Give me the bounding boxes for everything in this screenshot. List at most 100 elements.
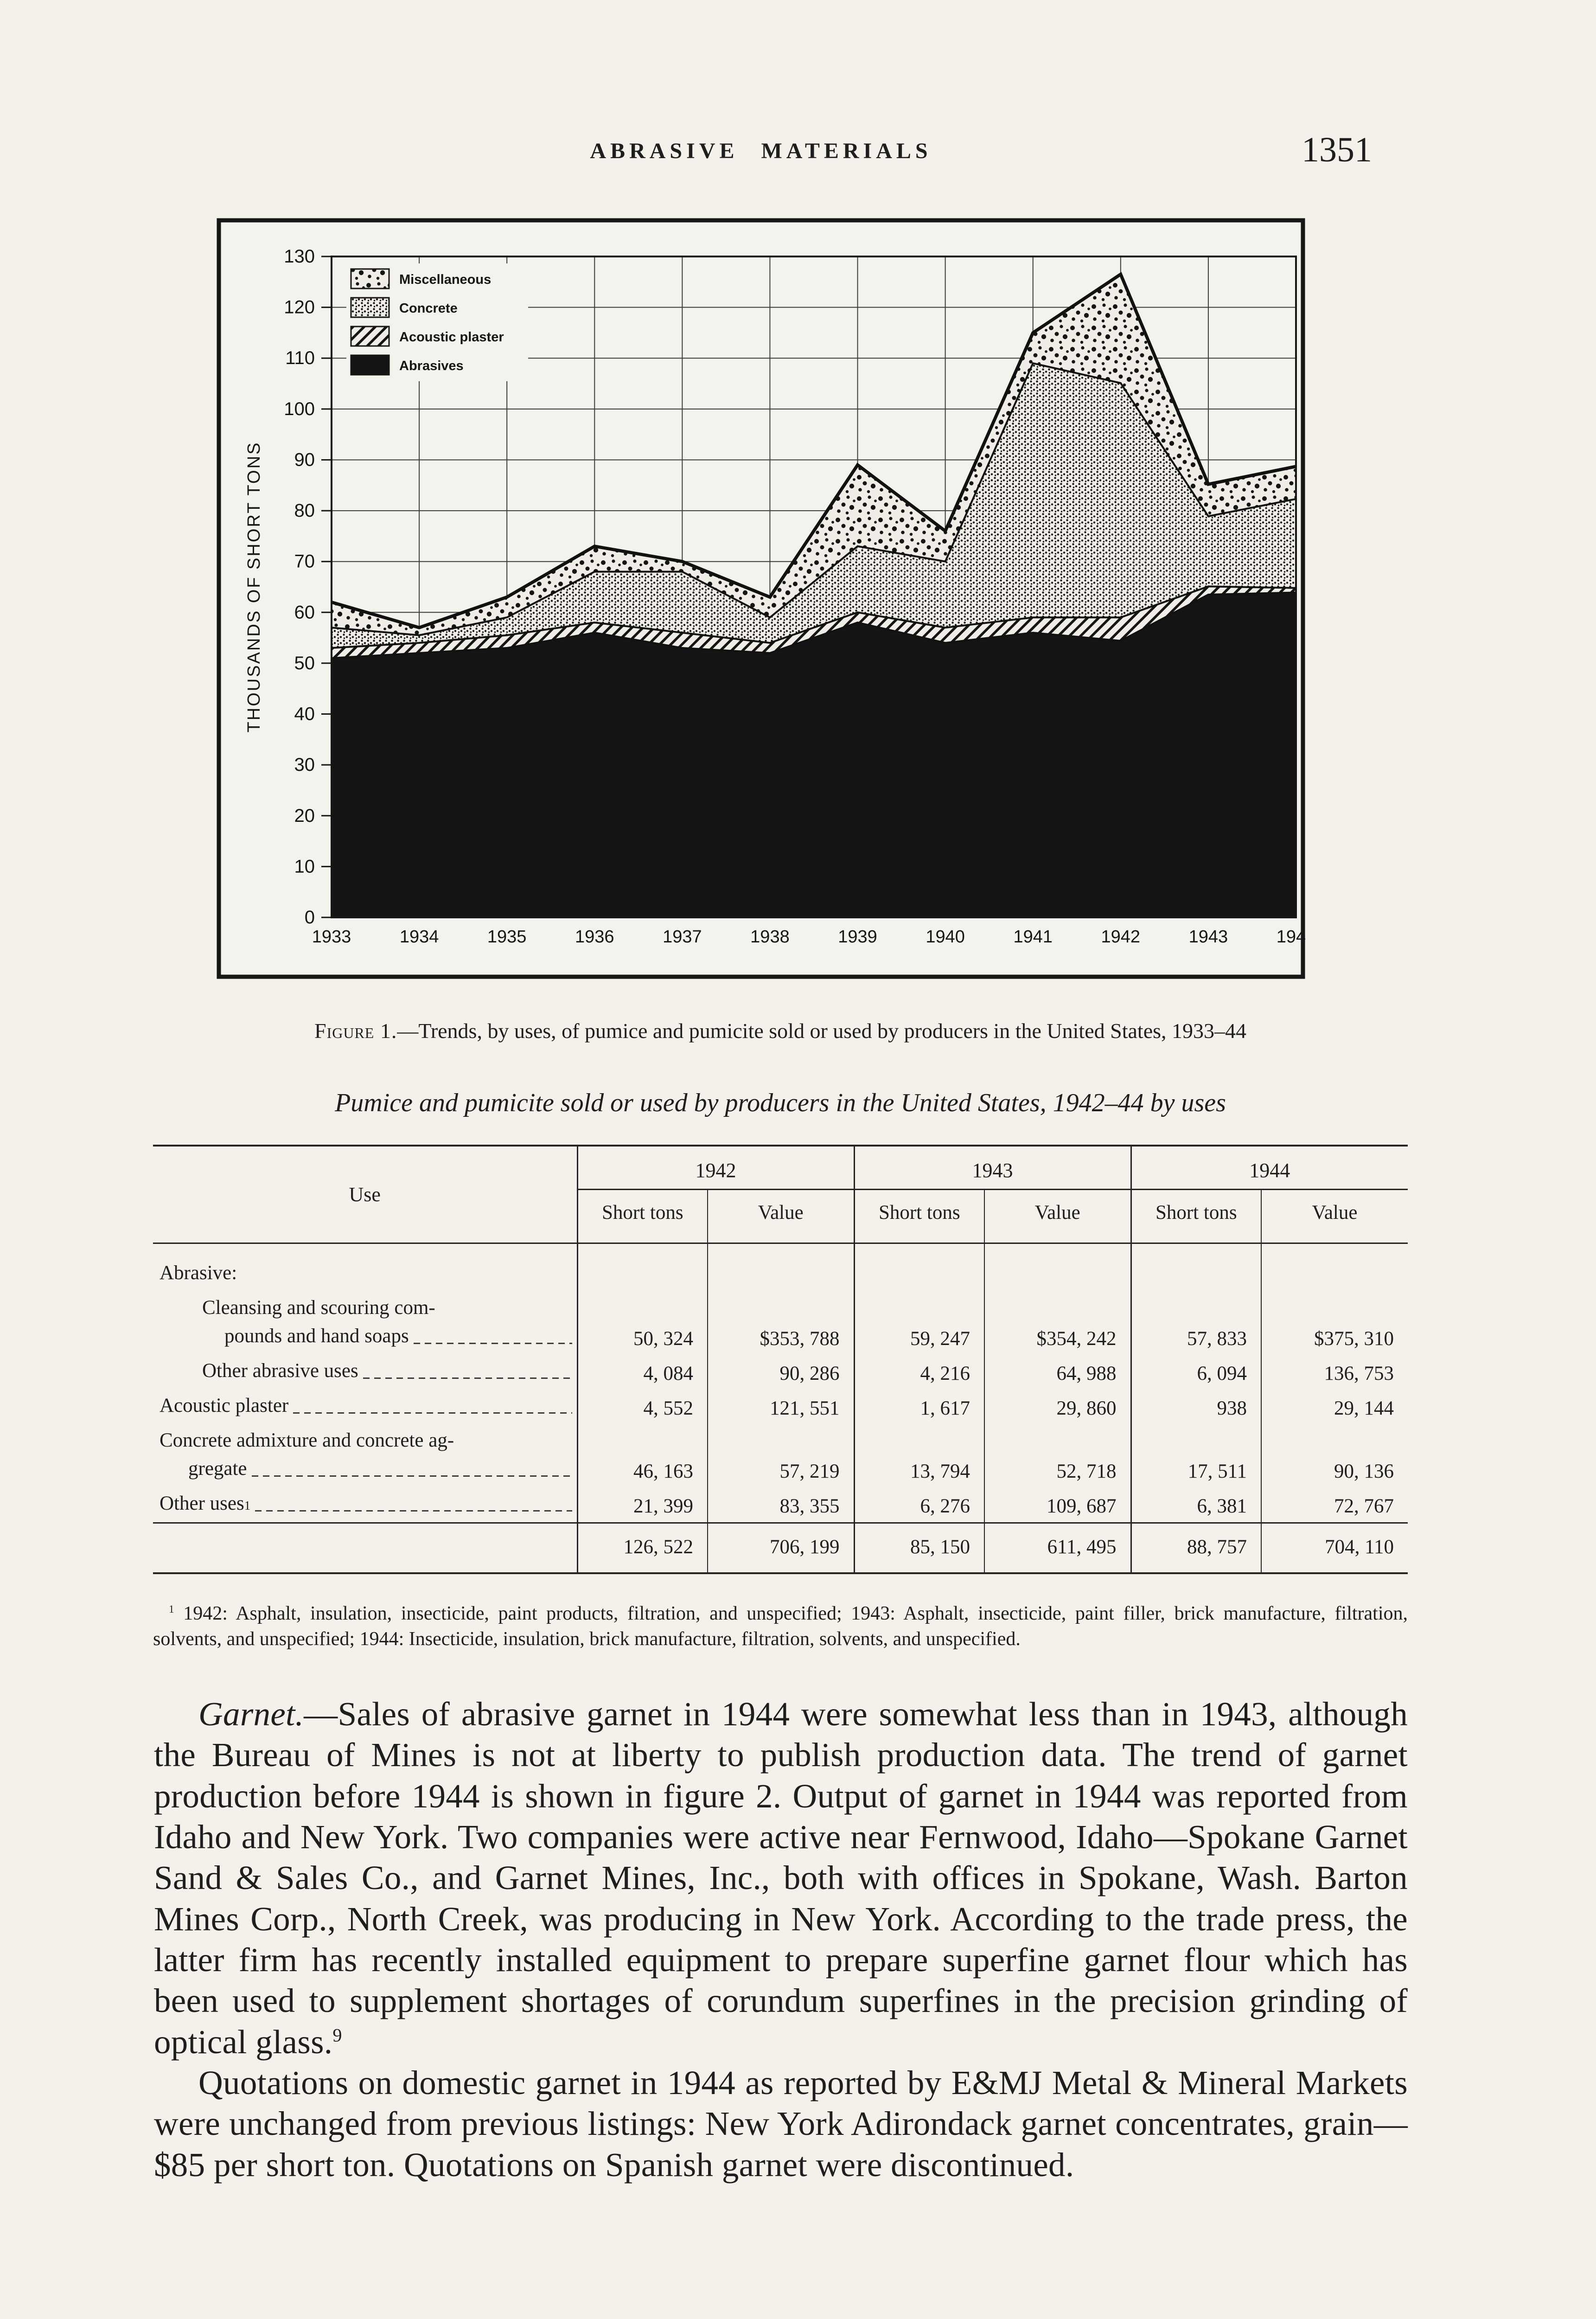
- svg-text:1937: 1937: [663, 927, 702, 947]
- leader-dots: [363, 1377, 572, 1379]
- row-label-text: Other abrasive uses: [202, 1359, 358, 1382]
- table-cell: 4, 552: [576, 1389, 708, 1424]
- svg-text:1933: 1933: [312, 927, 351, 947]
- svg-text:1938: 1938: [750, 927, 790, 947]
- row-label: Other uses 1: [153, 1487, 577, 1523]
- svg-text:30: 30: [294, 755, 315, 775]
- svg-text:130: 130: [284, 246, 315, 267]
- table-cell: 64, 988: [984, 1354, 1131, 1390]
- table-cell: 88, 757: [1130, 1522, 1261, 1574]
- figure-caption-lead: Figure 1.: [314, 1019, 397, 1043]
- table-title: Pumice and pumicite sold or used by prod…: [335, 1089, 1226, 1117]
- col-header-short-tons-1943: Short tons: [853, 1189, 984, 1244]
- table-cell: [984, 1243, 1131, 1292]
- col-header-use: Use: [153, 1146, 577, 1244]
- row-label-text: Abrasive:: [160, 1262, 237, 1284]
- table-cell: 85, 150: [853, 1522, 984, 1574]
- row-label: Other abrasive uses: [153, 1355, 577, 1390]
- table-cell: 50, 324: [576, 1291, 708, 1355]
- svg-text:1944: 1944: [1277, 927, 1306, 947]
- row-label: Abrasive:: [153, 1243, 577, 1292]
- svg-text:Miscellaneous: Miscellaneous: [399, 272, 491, 287]
- svg-text:100: 100: [284, 399, 315, 419]
- svg-text:1942: 1942: [1101, 927, 1141, 947]
- col-header-value-1944: Value: [1261, 1189, 1408, 1244]
- table-cell: 121, 551: [707, 1389, 854, 1424]
- table-cell: 4, 216: [853, 1354, 984, 1390]
- garnet-paragraph-text: —Sales of abrasive garnet in 1944 were s…: [154, 1695, 1408, 2061]
- row-label: [153, 1522, 577, 1574]
- svg-text:Concrete: Concrete: [399, 301, 458, 316]
- col-header-1943: 1943: [853, 1146, 1131, 1190]
- svg-text:90: 90: [294, 449, 315, 470]
- table-footnote-text: 1942: Asphalt, insulation, insecticide, …: [153, 1603, 1408, 1650]
- row-label-text: Concrete admixture and concrete ag-: [160, 1429, 454, 1451]
- table-cell: 29, 860: [984, 1389, 1131, 1424]
- table-cell: 6, 276: [853, 1487, 984, 1523]
- col-header-1944: 1944: [1130, 1146, 1408, 1190]
- svg-text:20: 20: [294, 806, 315, 826]
- table-cell: 938: [1130, 1389, 1261, 1424]
- row-label-text: Cleansing and scouring com-: [202, 1296, 435, 1319]
- table-cell: 57, 219: [707, 1424, 854, 1488]
- table-cell: 29, 144: [1261, 1389, 1408, 1424]
- col-header-1942: 1942: [576, 1146, 854, 1190]
- table-row-concrete-admixture: Concrete admixture and concrete ag- greg…: [153, 1424, 1408, 1488]
- svg-text:Abrasives: Abrasives: [399, 359, 464, 373]
- leader-dots: [293, 1412, 572, 1414]
- svg-text:10: 10: [294, 856, 315, 877]
- table-cell: 17, 511: [1130, 1424, 1261, 1488]
- svg-text:1941: 1941: [1013, 927, 1053, 947]
- page-number: 1351: [1302, 130, 1372, 169]
- table-cell: 72, 767: [1261, 1487, 1408, 1523]
- leader-dots: [251, 1475, 572, 1477]
- table-cell: 109, 687: [984, 1487, 1131, 1523]
- row-label: Acoustic plaster: [153, 1390, 577, 1424]
- table-cell: [853, 1243, 984, 1292]
- table-cell: [1130, 1243, 1261, 1292]
- table-cell: 59, 247: [853, 1291, 984, 1355]
- svg-text:40: 40: [294, 704, 315, 724]
- svg-text:80: 80: [294, 500, 315, 521]
- pumice-table-wrap: Use 1942 1943 1944 Short tons Value Shor…: [153, 1145, 1408, 1575]
- col-header-short-tons-1944: Short tons: [1130, 1189, 1261, 1244]
- svg-text:1940: 1940: [926, 927, 965, 947]
- table-cell: 706, 199: [707, 1522, 854, 1574]
- svg-text:1939: 1939: [838, 927, 877, 947]
- svg-text:60: 60: [294, 602, 315, 622]
- svg-text:110: 110: [285, 348, 315, 368]
- table-row-cleansing: Cleansing and scouring com- pounds and h…: [153, 1291, 1408, 1355]
- table-cell: 57, 833: [1130, 1291, 1261, 1355]
- page-header-title: ABRASIVE MATERIALS: [590, 139, 932, 163]
- table-subheader-row: Short tons Value Short tons Value Short …: [153, 1189, 1408, 1244]
- table-cell: 13, 794: [853, 1424, 984, 1488]
- col-header-value-1942: Value: [707, 1189, 854, 1244]
- table-cell: 46, 163: [576, 1424, 708, 1488]
- table-footnote-marker: 1: [169, 1603, 174, 1615]
- svg-text:0: 0: [305, 907, 315, 928]
- table-cell: 1, 617: [853, 1389, 984, 1424]
- row-label-text: Acoustic plaster: [160, 1394, 289, 1416]
- table-cell: 6, 094: [1130, 1354, 1261, 1390]
- garnet-lead: Garnet.: [198, 1695, 304, 1733]
- svg-text:1936: 1936: [575, 927, 614, 947]
- table-cell: 90, 286: [707, 1354, 854, 1390]
- footnote-9-ref: 9: [332, 2024, 342, 2046]
- row-label-text: pounds and hand soaps: [224, 1325, 409, 1347]
- table-cell: 611, 495: [984, 1522, 1131, 1574]
- col-header-short-tons-1942: Short tons: [576, 1189, 708, 1244]
- col-header-value-1943: Value: [984, 1189, 1131, 1244]
- garnet-paragraph: Garnet.—Sales of abrasive garnet in 1944…: [154, 1694, 1408, 2063]
- svg-text:1943: 1943: [1189, 927, 1228, 947]
- svg-text:1934: 1934: [400, 927, 439, 947]
- row-label: Cleansing and scouring com- pounds and h…: [153, 1292, 577, 1355]
- figure-caption: Figure 1.—Trends, by uses, of pumice and…: [153, 1019, 1408, 1043]
- table-cell: $353, 788: [707, 1291, 854, 1355]
- leader-dots: [413, 1342, 572, 1344]
- table-total-row: 126, 522 706, 199 85, 150 611, 495 88, 7…: [153, 1522, 1408, 1574]
- figure-caption-text: —Trends, by uses, of pumice and pumicite…: [397, 1019, 1247, 1043]
- table-cell: 6, 381: [1130, 1487, 1261, 1523]
- table-cell: [1261, 1243, 1408, 1292]
- quotations-paragraph: Quotations on domestic garnet in 1944 as…: [154, 2063, 1408, 2184]
